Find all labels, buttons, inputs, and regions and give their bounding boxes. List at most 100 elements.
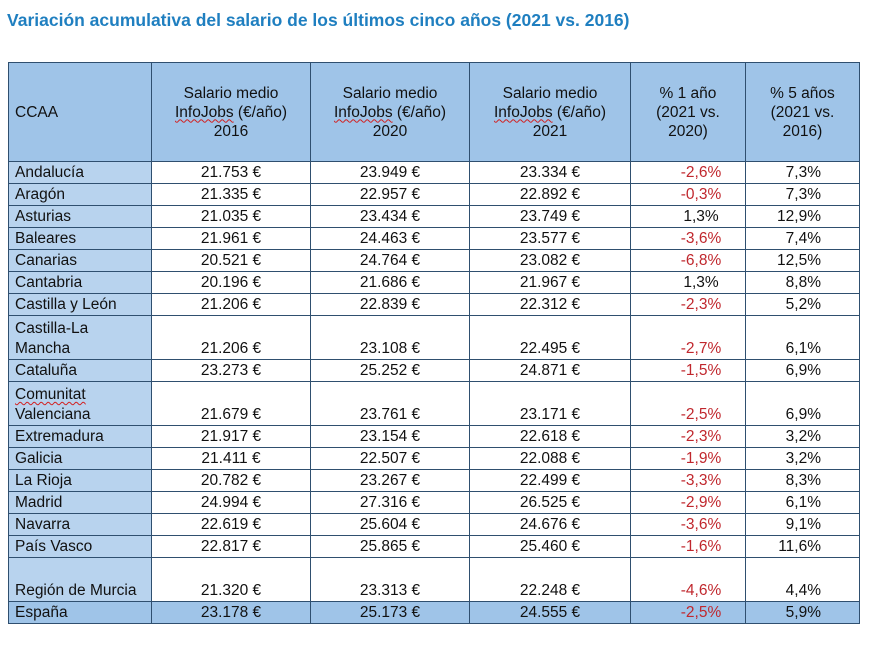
pct-1-year-cell: -3,6%	[630, 227, 746, 250]
header-salary-2021-year: 2021	[532, 122, 568, 140]
pct-5-years-cell: 3,2%	[745, 425, 860, 448]
table-row: Madrid 24.994 € 27.316 € 26.525 € -2,9% 6,1%	[8, 491, 860, 514]
pct-5-years-cell-text: 4,4%	[785, 582, 821, 599]
salary-2020-cell-text: 22.839 €	[359, 296, 421, 313]
pct-5-years-cell-text: 7,3%	[785, 164, 821, 181]
salary-2016-cell-text: 23.178 €	[200, 604, 262, 621]
header-salary-2021-brand: InfoJobs	[493, 103, 553, 121]
salary-2016-cell-text: 21.206 €	[200, 340, 262, 357]
table-row: Cataluña 23.273 € 25.252 € 24.871 € -1,5% 6,9…	[8, 359, 860, 382]
pct-1-year-cell: -2,9%	[630, 491, 746, 514]
table-row: La Rioja 20.782 € 23.267 € 22.499 € -3,3% 8,3…	[8, 469, 860, 492]
pct-5-years-cell: 6,9%	[745, 381, 860, 426]
pct-5-years-cell-text: 6,1%	[785, 340, 821, 357]
salary-2016-cell: 21.320 €	[151, 557, 311, 602]
ccaa-cell: Asturias	[8, 205, 152, 228]
pct-1-year-cell: -1,5%	[630, 359, 746, 382]
table-row: Navarra 22.619 € 25.604 € 24.676 € -3,6% 9,1%	[8, 513, 860, 536]
salary-2020-cell-text: 25.865 €	[359, 538, 421, 555]
pct-1-year-cell: -2,3%	[630, 425, 746, 448]
pct-5-years-cell-text: 12,5%	[777, 252, 821, 269]
salary-2021-cell-text: 25.460 €	[519, 538, 581, 555]
table-row: Galicia 21.411 € 22.507 € 22.088 € -1,9% 3,2%	[8, 447, 860, 470]
salary-2020-cell-text: 22.507 €	[359, 450, 421, 467]
table-row: Castilla y León 21.206 € 22.839 € 22.312 € -…	[8, 293, 860, 316]
salary-2020-cell-text: 24.463 €	[359, 230, 421, 247]
salary-2016-cell-text: 20.196 €	[200, 274, 262, 291]
pct-1-year-cell: -6,8%	[630, 249, 746, 272]
salary-2021-cell-text: 23.577 €	[519, 230, 581, 247]
ccaa-cell: Aragón	[8, 183, 152, 206]
pct-1-year-cell-text: -1,9%	[680, 450, 722, 467]
ccaa-cell-text: Navarra	[15, 516, 71, 533]
salary-2021-cell: 23.171 €	[469, 381, 631, 426]
salary-2021-cell-text: 22.088 €	[519, 450, 581, 467]
salary-2020-cell: 23.949 €	[310, 161, 470, 184]
ccaa-cell-text: Madrid	[15, 494, 63, 511]
salary-2020-cell: 24.463 €	[310, 227, 470, 250]
table-body: Andalucía 21.753 € 23.949 € 23.334 € -2,6% 7,…	[8, 161, 860, 624]
salary-2021-cell-text: 22.248 €	[519, 582, 581, 599]
pct-5-years-cell-text: 6,1%	[785, 494, 821, 511]
pct-1-year-cell-text: -2,5%	[680, 406, 722, 423]
pct-1-year-cell-text: -6,8%	[680, 252, 722, 269]
salary-2016-cell: 23.178 €	[151, 601, 311, 624]
salary-2020-cell-text: 25.604 €	[359, 516, 421, 533]
ccaa-cell: Cantabria	[8, 271, 152, 294]
ccaa-cell-text: Cataluña	[15, 362, 78, 379]
salary-2020-cell: 23.267 €	[310, 469, 470, 492]
pct-5-years-cell: 12,5%	[745, 249, 860, 272]
salary-2020-cell: 22.839 €	[310, 293, 470, 316]
salary-2020-cell: 25.865 €	[310, 535, 470, 558]
salary-2016-cell-text: 22.619 €	[200, 516, 262, 533]
header-salary-2016: Salario medio InfoJobs (€/año) 2016	[151, 62, 311, 162]
ccaa-cell-text: Cantabria	[15, 274, 83, 291]
ccaa-cell-text: Región de Murcia	[15, 582, 137, 599]
salary-2020-cell-text: 25.252 €	[359, 362, 421, 379]
salary-2020-cell: 23.154 €	[310, 425, 470, 448]
salary-2021-cell: 23.334 €	[469, 161, 631, 184]
salary-2020-cell: 23.313 €	[310, 557, 470, 602]
salary-2020-cell-text: 27.316 €	[359, 494, 421, 511]
header-pct-5-l1: % 5 años	[770, 84, 835, 102]
pct-5-years-cell-text: 5,9%	[785, 604, 821, 621]
ccaa-cell-text: País Vasco	[15, 538, 93, 555]
table-row: Cantabria 20.196 € 21.686 € 21.967 € 1,3% 8,8…	[8, 271, 860, 294]
pct-1-year-cell: -4,6%	[630, 557, 746, 602]
pct-5-years-cell-text: 7,4%	[785, 230, 821, 247]
header-row: CCAA Salario medio InfoJobs (€/año) 2016…	[8, 62, 860, 162]
salary-2020-cell-text: 23.949 €	[359, 164, 421, 181]
header-salary-2020-post: (€/año)	[392, 103, 447, 121]
salary-2021-cell-text: 22.499 €	[519, 472, 581, 489]
pct-1-year-cell-text: -2,3%	[680, 296, 722, 313]
header-salary-2021-post: (€/año)	[552, 103, 607, 121]
salary-2016-cell: 21.679 €	[151, 381, 311, 426]
salary-2021-cell-text: 23.082 €	[519, 252, 581, 269]
table-row-total: España 23.178 € 25.173 € 24.555 € -2,5% 5,9%	[8, 601, 860, 624]
header-pct-5-years: % 5 años (2021 vs. 2016)	[745, 62, 860, 162]
salary-2021-cell: 22.618 €	[469, 425, 631, 448]
pct-1-year-cell-text: -3,3%	[680, 472, 722, 489]
pct-5-years-cell: 6,9%	[745, 359, 860, 382]
ccaa-cell-text: La Rioja	[15, 472, 72, 489]
ccaa-cell: Extremadura	[8, 425, 152, 448]
salary-2016-cell-text: 21.961 €	[200, 230, 262, 247]
ccaa-cell-text: Canarias	[15, 252, 78, 269]
pct-1-year-cell-text: -2,3%	[680, 428, 722, 445]
salary-2021-cell: 24.555 €	[469, 601, 631, 624]
header-salary-2016-post: (€/año)	[233, 103, 288, 121]
pct-5-years-cell-text: 6,9%	[785, 362, 821, 379]
salary-2021-cell-text: 22.312 €	[519, 296, 581, 313]
salary-2016-cell-text: 21.679 €	[200, 406, 262, 423]
ccaa-cell: Comunitat Valenciana	[8, 381, 152, 426]
pct-5-years-cell: 8,3%	[745, 469, 860, 492]
header-salary-2020: Salario medio InfoJobs (€/año) 2020	[310, 62, 470, 162]
pct-5-years-cell: 8,8%	[745, 271, 860, 294]
salary-2016-cell-text: 21.035 €	[200, 208, 262, 225]
pct-1-year-cell-text: -2,9%	[680, 494, 722, 511]
ccaa-cell-text: Comunitat Valenciana	[15, 386, 91, 423]
pct-5-years-cell: 3,2%	[745, 447, 860, 470]
header-pct-1-year: % 1 año (2021 vs. 2020)	[630, 62, 746, 162]
ccaa-cell: País Vasco	[8, 535, 152, 558]
salary-2020-cell-text: 23.761 €	[359, 406, 421, 423]
